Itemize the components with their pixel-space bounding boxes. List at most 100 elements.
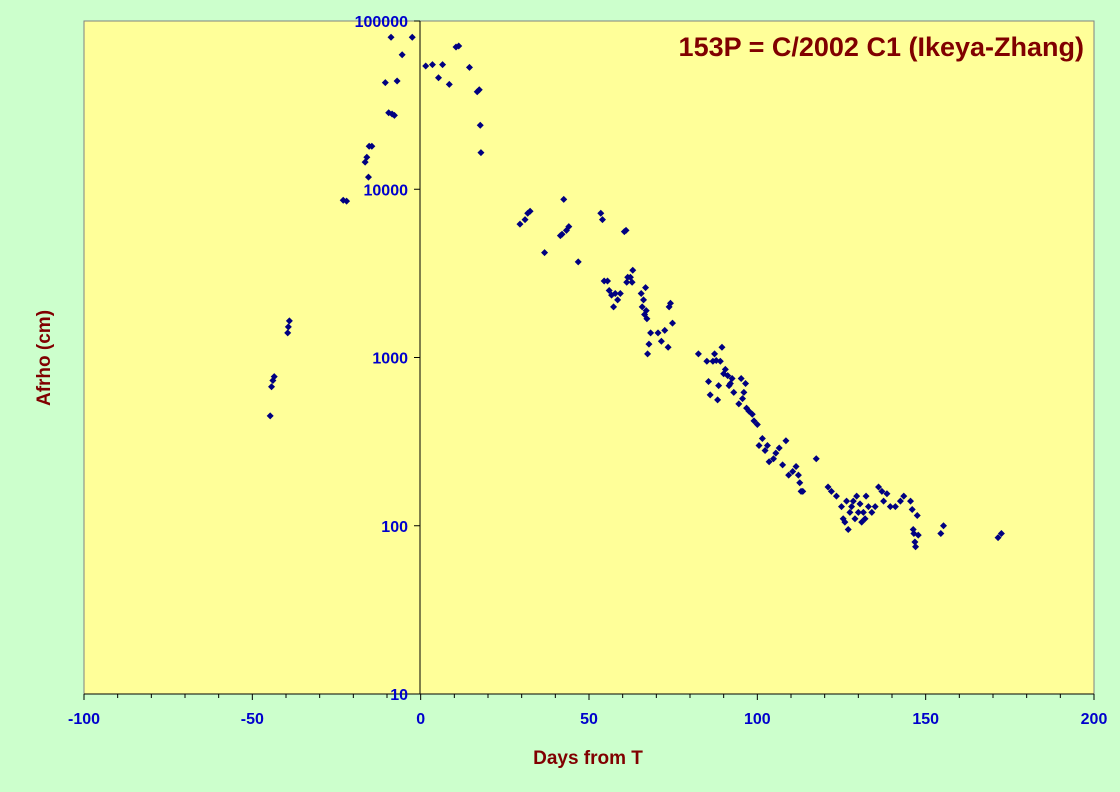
data-point — [642, 284, 650, 292]
data-point — [994, 534, 1002, 542]
data-point — [640, 296, 648, 304]
data-point — [455, 42, 463, 50]
data-point — [435, 74, 443, 82]
y-tick-label: 100 — [381, 519, 408, 536]
data-point — [284, 329, 292, 337]
x-tick-label: 150 — [912, 711, 939, 728]
data-point — [794, 471, 802, 479]
data-point — [827, 487, 835, 495]
data-point — [862, 492, 870, 500]
x-tick-label: -50 — [241, 711, 264, 728]
x-tick-label: 50 — [580, 711, 598, 728]
data-point — [428, 61, 436, 69]
data-point — [769, 455, 777, 463]
data-point — [560, 195, 568, 203]
data-point — [661, 326, 669, 334]
data-point — [772, 449, 780, 457]
data-point — [940, 522, 948, 530]
data-point — [364, 173, 372, 181]
data-point — [812, 455, 820, 463]
y-tick-label: 10000 — [364, 182, 409, 199]
data-points — [266, 33, 1005, 551]
data-point — [465, 63, 473, 71]
data-point — [716, 357, 724, 365]
x-axis-title: Days from T — [533, 748, 643, 769]
data-point — [908, 505, 916, 513]
data-point — [913, 512, 921, 520]
data-point — [907, 497, 915, 505]
data-point — [854, 508, 862, 516]
data-point — [891, 503, 899, 511]
data-point — [796, 479, 804, 487]
data-point — [398, 51, 406, 59]
data-point — [871, 503, 879, 511]
data-point — [799, 487, 807, 495]
data-point — [643, 315, 651, 323]
data-point — [647, 329, 655, 337]
data-point — [387, 33, 395, 41]
data-point — [737, 375, 745, 383]
data-point — [775, 444, 783, 452]
data-point — [368, 142, 376, 150]
data-point — [755, 441, 763, 449]
data-point — [914, 531, 922, 539]
x-tick-label: 0 — [416, 711, 425, 728]
data-point — [475, 86, 483, 94]
data-point — [997, 529, 1005, 537]
data-point — [614, 296, 622, 304]
data-point — [363, 153, 371, 161]
data-point — [638, 303, 646, 311]
data-point — [477, 149, 485, 157]
data-point — [728, 375, 736, 383]
data-point — [782, 437, 790, 445]
data-point — [864, 503, 872, 511]
data-point — [843, 497, 851, 505]
data-point — [792, 462, 800, 470]
data-point — [853, 492, 861, 500]
data-point — [343, 197, 351, 205]
data-point — [875, 483, 883, 491]
data-point — [616, 290, 624, 298]
data-point — [381, 79, 389, 87]
data-point — [628, 278, 636, 286]
data-point — [880, 497, 888, 505]
data-point — [604, 277, 612, 285]
data-point — [668, 319, 676, 327]
data-point — [718, 343, 726, 351]
data-point — [637, 290, 645, 298]
y-tick-label: 100000 — [355, 14, 408, 31]
data-point — [476, 121, 484, 129]
data-point — [886, 503, 894, 511]
data-point — [937, 529, 945, 537]
data-point — [268, 383, 276, 391]
data-point — [285, 317, 293, 325]
data-point — [706, 391, 714, 399]
data-point — [742, 380, 750, 388]
y-tick-label: 10 — [390, 687, 408, 704]
data-point — [896, 497, 904, 505]
plot-area — [83, 20, 1095, 695]
data-point — [705, 378, 713, 386]
data-point — [911, 538, 919, 546]
data-point — [694, 350, 702, 358]
data-point — [761, 447, 769, 455]
data-point — [270, 373, 278, 381]
data-point — [644, 350, 652, 358]
data-point — [516, 220, 524, 228]
data-point — [785, 471, 793, 479]
data-point — [703, 357, 711, 365]
y-axis-title: Afrho (cm) — [34, 310, 55, 406]
data-point — [445, 80, 453, 88]
data-point — [521, 216, 529, 224]
data-point — [883, 490, 891, 498]
data-point — [735, 400, 743, 408]
data-point — [541, 249, 549, 257]
data-point — [574, 258, 582, 266]
data-point — [832, 492, 840, 500]
data-point — [848, 503, 856, 511]
data-point — [526, 207, 534, 215]
data-point — [266, 412, 274, 420]
data-point — [844, 525, 852, 533]
data-point — [912, 543, 920, 551]
